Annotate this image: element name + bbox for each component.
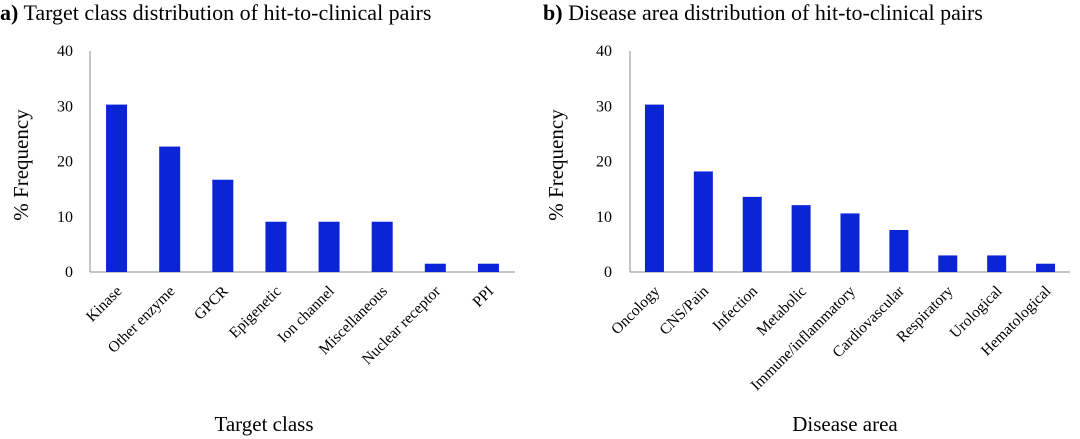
bar	[840, 213, 860, 272]
bar	[889, 230, 909, 272]
bar	[791, 205, 811, 272]
x-category-label: PPI	[469, 283, 497, 311]
y-tick-label: 0	[65, 264, 73, 281]
y-tick-label: 20	[596, 154, 612, 171]
chart-panel-a: a) Target class distribution of hit-to-c…	[0, 0, 515, 436]
y-tick-label: 0	[604, 264, 612, 281]
chart-title: b) Disease area distribution of hit-to-c…	[543, 0, 983, 26]
y-tick-label: 40	[596, 43, 612, 60]
bar	[159, 146, 181, 272]
bar	[371, 221, 393, 272]
bar-chart-disease-area: % Frequency010203040OncologyCNS/PainInfe…	[544, 43, 1070, 436]
x-category-label: GPCR	[191, 282, 232, 323]
y-tick-label: 20	[57, 154, 73, 171]
bar	[212, 179, 234, 272]
bar	[477, 263, 499, 272]
chart-panel-b: b) Disease area distribution of hit-to-c…	[540, 0, 1080, 439]
bar	[318, 221, 340, 272]
chart-title-text: Target class distribution of hit-to-clin…	[23, 0, 432, 25]
panel-letter: b)	[543, 0, 563, 25]
x-category-label: Oncology	[608, 283, 663, 338]
y-tick-label: 10	[57, 209, 73, 226]
x-category-label: CNS/Pain	[656, 283, 712, 339]
y-axis-title: % Frequency	[544, 109, 568, 221]
bar	[106, 104, 128, 272]
y-tick-label: 10	[596, 209, 612, 226]
chart-title-text: Disease area distribution of hit-to-clin…	[568, 0, 983, 25]
panel-letter: a)	[0, 0, 19, 25]
y-tick-label: 30	[57, 98, 73, 115]
y-axis-title: % Frequency	[9, 109, 33, 221]
y-tick-label: 30	[596, 98, 612, 115]
y-tick-label: 40	[57, 43, 73, 60]
bar	[644, 104, 664, 272]
chart-title: a) Target class distribution of hit-to-c…	[0, 0, 431, 26]
bar	[265, 221, 287, 272]
x-category-label: Kinase	[83, 283, 126, 326]
x-axis-title: Target class	[214, 412, 313, 436]
bar	[938, 255, 958, 272]
bar	[1036, 263, 1056, 272]
bar	[424, 263, 446, 272]
bar	[987, 255, 1007, 272]
x-axis-title: Disease area	[792, 412, 898, 436]
bar	[742, 196, 762, 272]
bar	[693, 171, 713, 272]
